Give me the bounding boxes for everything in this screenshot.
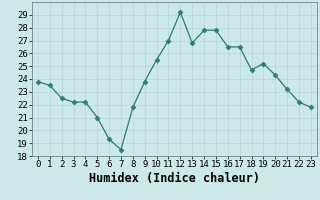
X-axis label: Humidex (Indice chaleur): Humidex (Indice chaleur) [89,172,260,185]
